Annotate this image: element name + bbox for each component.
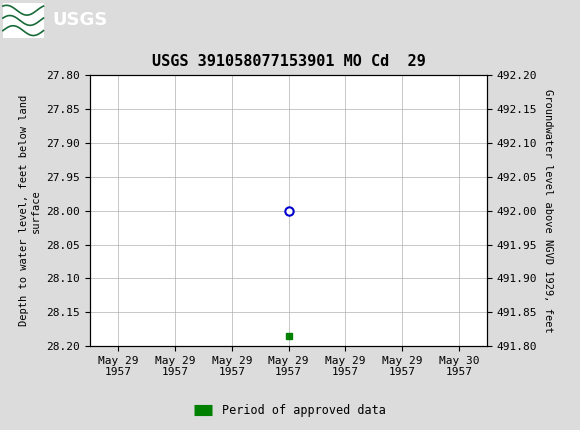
Bar: [3, 3, 43, 37]
Legend: Period of approved data: Period of approved data: [190, 399, 390, 422]
Y-axis label: Groundwater level above NGVD 1929, feet: Groundwater level above NGVD 1929, feet: [543, 89, 553, 332]
Text: USGS: USGS: [52, 12, 107, 29]
Y-axis label: Depth to water level, feet below land
surface: Depth to water level, feet below land su…: [19, 95, 41, 326]
Title: USGS 391058077153901 MO Cd  29: USGS 391058077153901 MO Cd 29: [152, 53, 425, 68]
